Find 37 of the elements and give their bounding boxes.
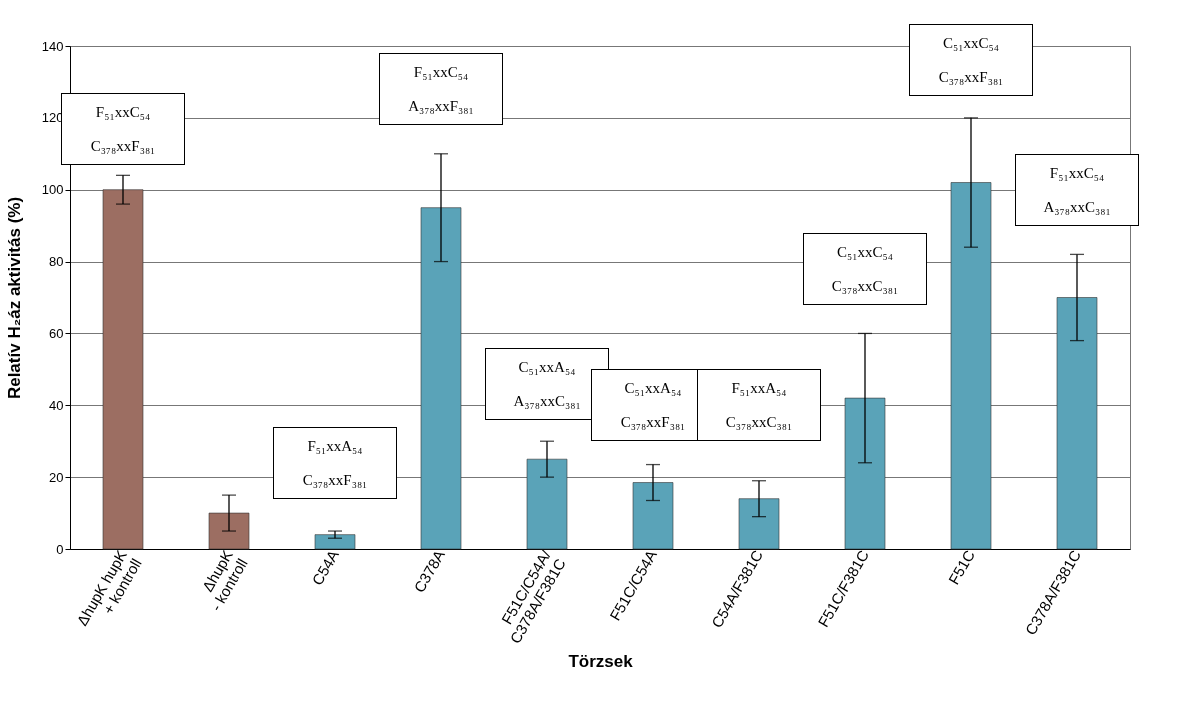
annotation: C₅₁xxC₅₄ bbox=[942, 34, 1000, 53]
annotation: C₃₇₈xxF₃₈₁ bbox=[619, 413, 687, 432]
y-tick-label: 60 bbox=[49, 325, 64, 341]
annotation: C₃₇₈xxF₃₈₁ bbox=[937, 68, 1005, 87]
annotation: A₃₇₈xxC₃₈₁ bbox=[512, 391, 582, 410]
y-tick-label: 140 bbox=[41, 38, 64, 54]
annotation: F₅₁xxA₅₄ bbox=[306, 436, 364, 455]
annotation: F₅₁xxC₅₄ bbox=[95, 103, 151, 120]
annotation: C₃₇₈xxC₃₈₁ bbox=[830, 276, 900, 295]
annotation: C₃₇₈xxF₃₈₁ bbox=[89, 136, 157, 155]
annotation: C₃₇₈xxC₃₈₁ bbox=[724, 413, 794, 432]
annotation: C₅₁xxA₅₄ bbox=[517, 357, 577, 376]
bar bbox=[314, 534, 356, 550]
x-axis-title: Törzsek bbox=[568, 652, 634, 672]
y-tick-label: 20 bbox=[49, 469, 64, 485]
annotation: A₃₇₈xxF₃₈₁ bbox=[407, 97, 475, 116]
bar bbox=[632, 482, 674, 550]
bar bbox=[1056, 297, 1098, 550]
annotation: C₃₇₈xxF₃₈₁ bbox=[301, 470, 369, 489]
annotation: C₅₁xxC₅₄ bbox=[836, 242, 894, 261]
y-tick-label: 40 bbox=[49, 397, 64, 413]
y-tick-label: 0 bbox=[56, 541, 64, 557]
annotation: F₅₁xxC₅₄ bbox=[412, 63, 470, 82]
bar bbox=[208, 512, 250, 550]
annotation: F₅₁xxA₅₄ bbox=[730, 379, 788, 398]
annotation: C₅₁xxA₅₄ bbox=[623, 379, 683, 398]
y-tick-label: 80 bbox=[49, 254, 64, 270]
bar bbox=[844, 397, 886, 550]
bar bbox=[526, 458, 568, 550]
y-axis-title: Relatív H₂áz aktivitás (%) bbox=[4, 196, 24, 400]
y-tick-label: 100 bbox=[41, 182, 64, 198]
bar bbox=[420, 207, 462, 550]
annotation: F₅₁xxC₅₄ bbox=[1048, 163, 1106, 182]
bar bbox=[950, 182, 992, 550]
bar bbox=[738, 498, 780, 550]
bar bbox=[102, 189, 144, 550]
annotation: A₃₇₈xxC₃₈₁ bbox=[1042, 197, 1112, 216]
